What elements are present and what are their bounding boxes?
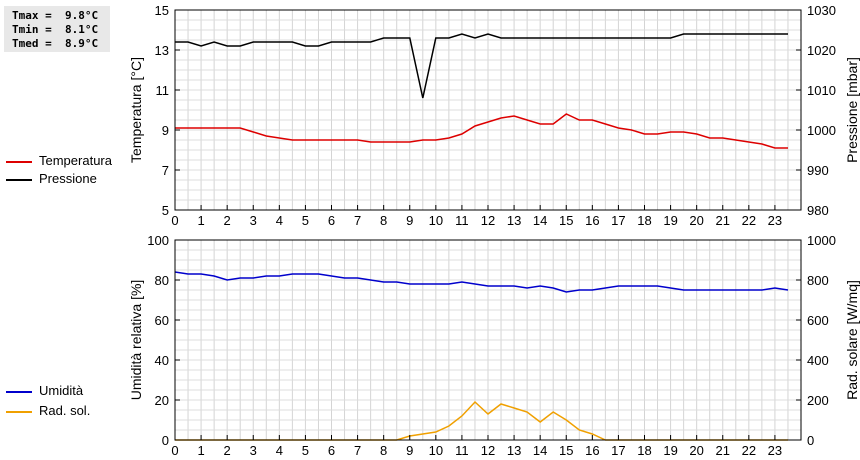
x-tick-label: 0 xyxy=(171,443,178,458)
x-tick-label: 13 xyxy=(507,213,521,228)
y-tick-label-right: 200 xyxy=(807,393,829,408)
x-tick-label: 13 xyxy=(507,443,521,458)
x-tick-label: 20 xyxy=(689,443,703,458)
y-axis-title-left: Umidità relativa [%] xyxy=(128,280,144,401)
legend-label-temperatura: Temperatura xyxy=(39,153,112,168)
y-tick-label-right: 800 xyxy=(807,273,829,288)
y-tick-label-right: 600 xyxy=(807,313,829,328)
x-tick-label: 6 xyxy=(328,213,335,228)
x-tick-label: 20 xyxy=(689,213,703,228)
x-tick-label: 4 xyxy=(276,213,283,228)
y-tick-label-left: 9 xyxy=(162,123,169,138)
tmed-readout: Tmed = 8.9°C xyxy=(12,37,99,50)
x-tick-label: 7 xyxy=(354,213,361,228)
x-tick-label: 12 xyxy=(481,443,495,458)
stats-box: Tmax = 9.8°C Tmin = 8.1°C Tmed = 8.9°C xyxy=(4,6,110,52)
x-tick-label: 18 xyxy=(637,213,651,228)
x-tick-label: 14 xyxy=(533,443,547,458)
y-axis-title-right: Rad. solare [W/mq] xyxy=(844,280,860,400)
x-tick-label: 1 xyxy=(197,213,204,228)
legend-swatch-temperatura xyxy=(6,161,32,163)
x-tick-label: 9 xyxy=(406,213,413,228)
legend-label-rad-sol: Rad. sol. xyxy=(39,403,91,418)
y-tick-label-left: 100 xyxy=(147,233,169,248)
y-tick-label-right: 400 xyxy=(807,353,829,368)
x-tick-label: 8 xyxy=(380,213,387,228)
legend-swatch-umidita xyxy=(6,391,32,393)
tmin-readout: Tmin = 8.1°C xyxy=(12,23,99,36)
x-tick-label: 3 xyxy=(250,443,257,458)
y-tick-label-right: 1000 xyxy=(807,123,836,138)
y-tick-label-right: 0 xyxy=(807,433,814,448)
y-axis-title-left: Temperatura [°C] xyxy=(128,57,144,163)
tmax-readout: Tmax = 9.8°C xyxy=(12,9,99,22)
y-tick-label-right: 1030 xyxy=(807,3,836,18)
y-tick-label-left: 20 xyxy=(155,393,169,408)
x-tick-label: 15 xyxy=(559,443,573,458)
legend-swatch-rad-sol xyxy=(6,411,32,413)
x-tick-label: 21 xyxy=(716,443,730,458)
x-tick-label: 7 xyxy=(354,443,361,458)
series-line-umidit xyxy=(174,271,789,293)
x-tick-label: 9 xyxy=(406,443,413,458)
y-tick-label-right: 990 xyxy=(807,163,829,178)
y-tick-label-left: 0 xyxy=(162,433,169,448)
x-tick-label: 12 xyxy=(481,213,495,228)
y-tick-label-left: 5 xyxy=(162,203,169,218)
x-tick-label: 21 xyxy=(716,213,730,228)
series-line-rad-sol xyxy=(175,400,788,441)
x-tick-label: 23 xyxy=(768,213,782,228)
x-tick-label: 3 xyxy=(250,213,257,228)
y-tick-label-right: 1010 xyxy=(807,83,836,98)
x-tick-label: 2 xyxy=(224,213,231,228)
series-line-pressione xyxy=(175,33,788,99)
y-tick-label-left: 15 xyxy=(155,3,169,18)
x-tick-label: 16 xyxy=(585,213,599,228)
x-tick-label: 5 xyxy=(302,213,309,228)
y-tick-label-left: 13 xyxy=(155,43,169,58)
x-tick-label: 19 xyxy=(663,213,677,228)
y-axis-title-right: Pressione [mbar] xyxy=(844,57,860,163)
x-tick-label: 11 xyxy=(455,443,469,458)
x-tick-label: 19 xyxy=(663,443,677,458)
x-tick-label: 6 xyxy=(328,443,335,458)
x-tick-label: 0 xyxy=(171,213,178,228)
x-tick-label: 2 xyxy=(224,443,231,458)
y-tick-label-right: 1020 xyxy=(807,43,836,58)
y-tick-label-right: 980 xyxy=(807,203,829,218)
y-tick-label-left: 40 xyxy=(155,353,169,368)
x-tick-label: 23 xyxy=(768,443,782,458)
series-line-temperatura xyxy=(175,113,788,149)
y-tick-label-right: 1000 xyxy=(807,233,836,248)
x-tick-label: 18 xyxy=(637,443,651,458)
x-tick-label: 1 xyxy=(197,443,204,458)
x-tick-label: 11 xyxy=(455,213,469,228)
x-tick-label: 8 xyxy=(380,443,387,458)
x-tick-label: 15 xyxy=(559,213,573,228)
x-tick-label: 10 xyxy=(429,443,443,458)
x-tick-label: 5 xyxy=(302,443,309,458)
y-tick-label-left: 60 xyxy=(155,313,169,328)
legend-label-umidita: Umidità xyxy=(39,383,84,398)
legend-label-pressione: Pressione xyxy=(39,171,97,186)
x-tick-label: 17 xyxy=(611,443,625,458)
y-tick-label-left: 11 xyxy=(156,83,170,98)
x-tick-label: 22 xyxy=(742,443,756,458)
x-tick-label: 16 xyxy=(585,443,599,458)
y-tick-label-left: 7 xyxy=(162,163,169,178)
y-tick-label-left: 80 xyxy=(155,273,169,288)
x-tick-label: 17 xyxy=(611,213,625,228)
legend-swatch-pressione xyxy=(6,179,32,181)
x-tick-label: 14 xyxy=(533,213,547,228)
x-tick-label: 4 xyxy=(276,443,283,458)
x-tick-label: 22 xyxy=(742,213,756,228)
x-tick-label: 10 xyxy=(429,213,443,228)
